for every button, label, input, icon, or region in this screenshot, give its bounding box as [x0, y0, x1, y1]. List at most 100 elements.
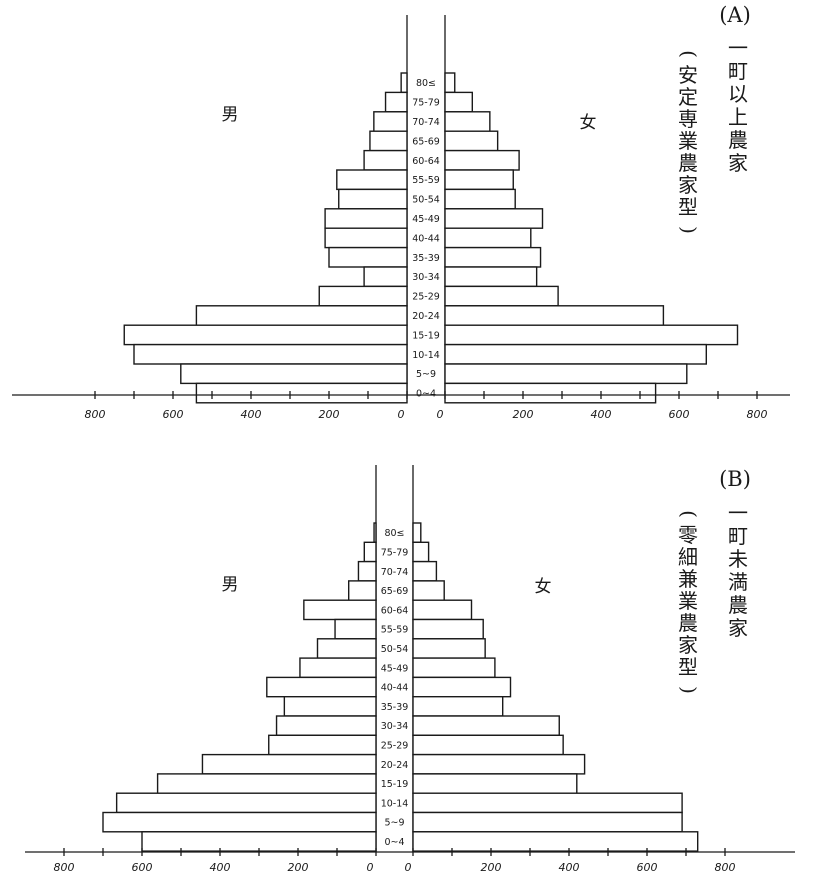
- x-tick-label-female: 400: [591, 408, 612, 421]
- age-group-label: 5~9: [384, 818, 404, 829]
- age-group-label: 55-59: [412, 175, 440, 186]
- female-bar: [444, 285, 559, 307]
- vertical-subtitle-char: 業: [678, 589, 698, 613]
- vertical-subtitle-char: 定: [678, 85, 698, 109]
- male-label: 男: [222, 105, 239, 125]
- vertical-subtitle-char: 兼: [678, 567, 698, 591]
- age-group-label: 10-14: [381, 798, 409, 809]
- male-bar: [195, 382, 408, 404]
- age-group-label: 65-69: [381, 586, 409, 597]
- age-group-label: 0~4: [384, 837, 404, 848]
- age-group-label: 70-74: [412, 117, 440, 128]
- age-group-label: 40-44: [381, 683, 409, 694]
- male-bar: [373, 522, 377, 543]
- male-label: 男: [222, 575, 239, 595]
- vertical-subtitle-char: 業: [678, 129, 698, 153]
- x-tick-label-male: 400: [241, 408, 262, 421]
- male-bar: [324, 208, 408, 229]
- age-group-label: 35-39: [381, 702, 409, 713]
- panel-label: (B): [719, 467, 751, 491]
- male-bar: [373, 111, 408, 132]
- female-bar: [412, 811, 683, 833]
- x-tick-label-female: 400: [559, 861, 580, 874]
- female-bar: [444, 246, 542, 268]
- vertical-title-char: 農: [728, 593, 748, 617]
- female-bar: [444, 324, 739, 346]
- age-group-label: 15-19: [412, 330, 440, 341]
- female-bar: [444, 208, 544, 229]
- vertical-subtitle-char: ): [677, 226, 701, 234]
- female-bar: [412, 618, 484, 640]
- age-group-label: 10-14: [412, 350, 440, 361]
- vertical-title-char: 町: [728, 524, 748, 548]
- female-bar: [412, 831, 699, 852]
- vertical-subtitle-char: 型: [678, 655, 698, 679]
- male-bar: [328, 246, 408, 268]
- age-group-label: 0~4: [416, 389, 436, 400]
- male-bar: [156, 773, 377, 794]
- male-bar: [369, 130, 408, 152]
- male-bar: [363, 266, 408, 288]
- female-bar: [444, 227, 532, 249]
- vertical-subtitle-char: 安: [678, 63, 698, 87]
- female-bar: [444, 91, 473, 113]
- pyramid-panel-b: 80≤ 75-79 70-74 65-69 60-64 55-59 50-54 45-49 40…: [25, 465, 795, 874]
- x-tick-label-female: 600: [637, 861, 658, 874]
- male-bar: [336, 169, 408, 191]
- vertical-subtitle-char: 型: [678, 195, 698, 219]
- age-group-label: 5~9: [416, 369, 436, 380]
- female-bar: [412, 676, 512, 698]
- male-bar: [324, 227, 408, 249]
- vertical-title-char: 以: [728, 82, 748, 106]
- age-group-label: 20-24: [412, 311, 440, 322]
- vertical-title-char: 農: [728, 128, 748, 152]
- male-bar: [283, 696, 377, 717]
- x-tick-label-female: 0: [405, 861, 412, 874]
- vertical-title-char: 町: [728, 59, 748, 83]
- female-bar: [412, 753, 586, 775]
- x-tick-label-male: 600: [132, 861, 153, 874]
- age-group-label: 20-24: [381, 760, 409, 771]
- male-bar: [338, 188, 408, 210]
- x-tick-label-female: 600: [669, 408, 690, 421]
- vertical-subtitle-char: 家: [678, 633, 698, 657]
- female-bar: [412, 638, 486, 659]
- female-bar: [444, 72, 456, 94]
- male-bar: [363, 149, 408, 171]
- male-bar: [303, 599, 377, 621]
- vertical-subtitle-char: 家: [678, 173, 698, 197]
- age-group-label: 55-59: [381, 625, 409, 636]
- vertical-title-char: 家: [728, 151, 748, 175]
- male-bar: [400, 72, 408, 94]
- male-bar: [195, 305, 408, 326]
- x-tick-label-female: 200: [513, 408, 534, 421]
- female-bar: [444, 266, 538, 288]
- age-group-label: 30-34: [412, 272, 440, 283]
- male-bar: [133, 343, 408, 365]
- vertical-subtitle-char: (: [677, 50, 701, 58]
- female-bar: [412, 541, 430, 563]
- female-bar: [444, 188, 516, 210]
- age-group-label: 45-49: [412, 214, 440, 225]
- age-group-label: 25-29: [381, 740, 409, 751]
- age-group-label: 80≤: [384, 528, 404, 539]
- female-bar: [444, 382, 657, 404]
- vertical-title-char: 上: [728, 105, 748, 129]
- age-group-label: 75-79: [381, 547, 409, 558]
- x-tick-label-male: 800: [54, 861, 75, 874]
- male-bar: [102, 811, 377, 833]
- female-bar: [444, 149, 520, 171]
- age-group-label: 35-39: [412, 253, 440, 264]
- x-tick-label-female: 0: [437, 408, 444, 421]
- female-bar: [444, 343, 707, 365]
- male-bar: [318, 285, 408, 307]
- x-tick-label-female: 800: [747, 408, 768, 421]
- female-bar: [444, 305, 665, 326]
- male-bar: [357, 560, 377, 582]
- female-label: 女: [535, 577, 552, 597]
- age-group-label: 70-74: [381, 567, 409, 578]
- male-bar: [115, 792, 377, 814]
- age-group-label: 50-54: [381, 644, 409, 655]
- x-tick-label-female: 800: [715, 861, 736, 874]
